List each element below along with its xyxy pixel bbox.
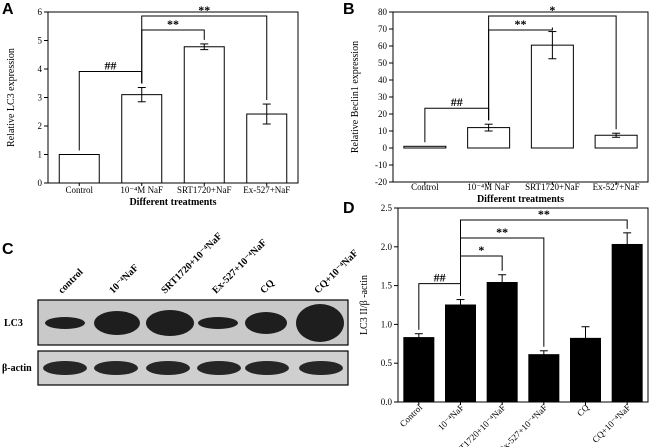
- chart-a-ylabel: Relative LC3 expression: [6, 48, 17, 147]
- panel-label-a: A: [2, 1, 14, 18]
- blot-actin-band: [146, 361, 190, 375]
- chart-b-ytick-label: -10: [375, 160, 387, 170]
- chart-d-ylabel: LC3 II/β -actin: [359, 275, 370, 335]
- chart-d-significance-label: *: [478, 243, 484, 257]
- chart-b-bar: [530, 44, 574, 149]
- chart-b-significance-label: **: [515, 17, 527, 31]
- chart-b-frame: [392, 11, 649, 183]
- chart-a-significance-bracket: [141, 15, 268, 101]
- panel-label-c: C: [2, 241, 14, 258]
- blot-lc3-band: [198, 317, 238, 329]
- chart-b-ylabel: Relative Beclin1 expression: [350, 41, 361, 153]
- chart-a: 0 1 2 3 4 5 6 Control 10⁻⁴M NaF SRT1720+NaF Ex-527…: [6, 3, 299, 208]
- chart-d-significance-label: ##: [434, 271, 446, 285]
- chart-d-category-label: 10⁻⁴NaF: [436, 402, 466, 432]
- chart-b-bar: [403, 145, 447, 149]
- chart-a-significance-label: **: [167, 17, 179, 31]
- chart-b-significance-label: *: [549, 3, 555, 17]
- chart-d-significance-label: **: [496, 225, 508, 239]
- chart-a-ytick-label: 4: [38, 64, 43, 74]
- blot-lc3-band: [94, 311, 140, 335]
- blot-bands: [43, 304, 344, 375]
- blot-row-label-lc3: LC3: [4, 318, 23, 329]
- chart-b-category-label: Control: [411, 182, 439, 192]
- blot-actin-band: [299, 361, 343, 375]
- chart-d-bar: [611, 243, 643, 403]
- chart-b-ytick-label: 50: [378, 58, 388, 68]
- chart-a-category-label: Ex-527+NaF: [243, 185, 290, 195]
- panel-label-d: D: [343, 200, 355, 217]
- chart-d-significance-bracket: [460, 219, 628, 296]
- chart-a-significance-label: **: [198, 3, 210, 17]
- chart-a-ytick-label: 3: [38, 93, 43, 103]
- chart-a-category-label: SRT1720+NaF: [177, 185, 232, 195]
- chart-b-ytick-label: 80: [378, 7, 388, 17]
- chart-d-bar: [403, 337, 435, 403]
- blot-lane-label: CQ: [258, 278, 277, 297]
- chart-a-xlabel: Different treatments: [129, 197, 216, 208]
- chart-d-category-label: Control: [398, 402, 425, 429]
- chart-d-ytick-label: 0.5: [381, 358, 393, 368]
- chart-b-ytick-label: 60: [378, 41, 388, 51]
- chart-d-ytick-label: 0.0: [381, 397, 393, 407]
- chart-d-ytick-label: 2.0: [381, 242, 393, 252]
- chart-b-ytick-label: 0: [383, 143, 388, 153]
- chart-d-frame: [397, 207, 649, 403]
- chart-a-bar: [121, 94, 163, 184]
- blot-actin-membrane: [37, 350, 349, 386]
- chart-a-ytick-label: 6: [38, 7, 43, 17]
- chart-b-category-label: 10⁻⁴M NaF: [467, 182, 510, 192]
- blot-lc3-band: [296, 304, 344, 342]
- blot-actin-band: [43, 361, 87, 375]
- blot-actin-band: [94, 361, 138, 375]
- blot-actin-band: [197, 361, 241, 375]
- chart-b-category-label: Ex-527+NaF: [593, 182, 640, 192]
- chart-b-ytick-label: 40: [378, 75, 388, 85]
- chart-d-bar: [445, 304, 476, 403]
- blot-lane-label: 10⁻⁴NaF: [107, 262, 141, 296]
- chart-b-ytick-label: -20: [375, 177, 387, 187]
- blot-lc3-band: [146, 310, 194, 336]
- chart-d-significance-label: **: [538, 207, 550, 221]
- chart-a-category-label: Control: [65, 185, 93, 195]
- chart-a-ytick-label: 5: [38, 36, 43, 46]
- chart-a-ytick-label: 1: [38, 150, 43, 160]
- chart-d-category-label: CQ+10⁻⁴NaF: [590, 402, 632, 444]
- chart-d-category-label: CQ: [575, 402, 591, 418]
- blot-lane-labels: control 10⁻⁴NaF SRT1720+10⁻⁴NaFEx-527+10⁻⁴…: [56, 231, 360, 296]
- blot-lc3-band: [45, 317, 85, 329]
- chart-d-bar: [528, 354, 560, 403]
- chart-d-ytick-label: 1.0: [381, 319, 393, 329]
- chart-b-significance-label: ##: [451, 95, 463, 109]
- chart-b-xlabel: Different treatments: [477, 194, 564, 205]
- panel-label-b: B: [343, 1, 355, 18]
- blot-lane-label: control: [56, 267, 85, 296]
- chart-d-ytick-label: 1.5: [381, 281, 393, 291]
- chart-a-bar: [183, 46, 225, 184]
- blot-lane-label: CQ+10⁻⁴NaF: [312, 248, 360, 296]
- chart-b: -20 -10 0 10 20 30 40 50 60 70 80 Control 10⁻⁴M NaF S…: [350, 3, 649, 205]
- chart-a-significance-label: ##: [105, 59, 117, 73]
- western-blot: LC3 β-actin control 10⁻⁴NaF SRT1720+10⁻⁴Na…: [2, 231, 361, 386]
- chart-b-category-label: SRT1720+NaF: [525, 182, 580, 192]
- blot-lc3-band: [245, 312, 287, 334]
- blot-row-label-actin: β-actin: [2, 363, 32, 374]
- chart-b-ytick-label: 70: [378, 24, 388, 34]
- chart-a-bar: [58, 154, 100, 184]
- chart-b-significance-bracket: [488, 15, 617, 130]
- blot-actin-band: [245, 361, 289, 375]
- chart-b-ytick-label: 10: [378, 126, 388, 136]
- chart-a-ytick-label: 2: [38, 121, 43, 131]
- chart-a-category-label: 10⁻⁴M NaF: [120, 185, 163, 195]
- chart-d-ytick-label: 2.5: [381, 203, 393, 213]
- chart-b-ytick-label: 30: [378, 92, 388, 102]
- chart-b-ytick-label: 20: [378, 109, 388, 119]
- chart-a-ytick-label: 0: [38, 178, 43, 188]
- chart-d-bar: [486, 281, 518, 403]
